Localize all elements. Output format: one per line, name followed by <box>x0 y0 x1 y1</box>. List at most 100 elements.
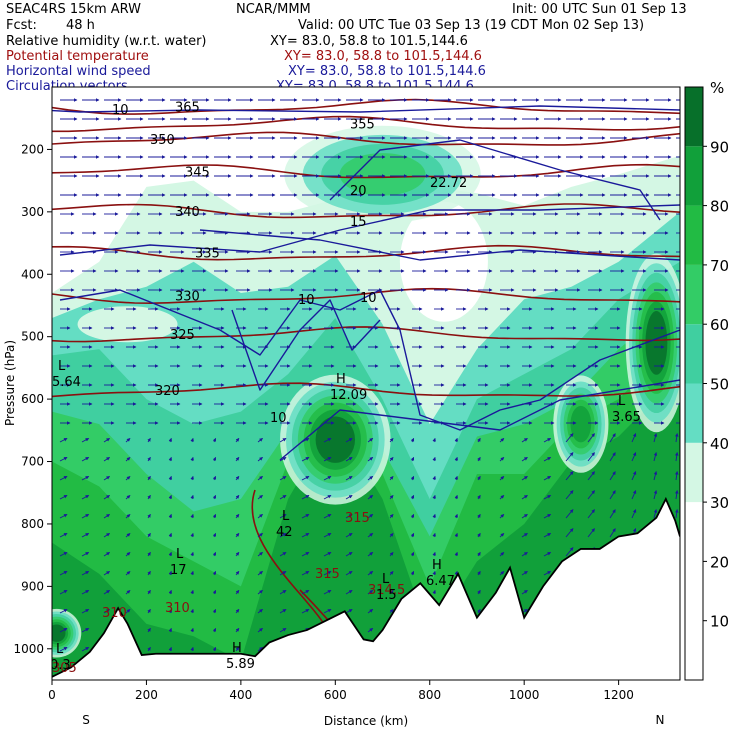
field-xy: XY= 83.0, 58.8 to 101.5,144.6 <box>284 49 482 64</box>
circulation-vector <box>59 475 68 481</box>
circulation-vector <box>168 494 172 500</box>
circulation-vector <box>81 628 90 633</box>
theta-contour <box>52 244 680 261</box>
circulation-vector <box>190 437 194 443</box>
theta-contour <box>52 382 680 398</box>
circulation-vector <box>345 590 353 595</box>
circulation-vector <box>521 514 528 519</box>
circulation-vector <box>301 552 310 557</box>
circulation-vector <box>59 646 68 652</box>
circulation-vector <box>410 532 415 538</box>
theta-contours <box>52 98 680 673</box>
circulation-vector <box>345 438 353 443</box>
circulation-vector <box>477 437 481 443</box>
colorbar-tick-label: 30 <box>710 494 729 512</box>
circulation-vector <box>212 532 217 538</box>
circulation-vector <box>609 452 616 462</box>
y-tick-label: 200 <box>21 142 44 156</box>
theta-low-label: 315 <box>345 511 370 526</box>
circulation-vector <box>477 532 481 538</box>
circulation-vector <box>543 495 552 500</box>
circulation-vector <box>477 494 481 500</box>
circulation-vector <box>147 646 151 652</box>
circulation-vector <box>345 533 353 538</box>
circulation-vector <box>279 590 287 595</box>
circulation-vector <box>521 476 528 481</box>
circulation-vector <box>59 608 68 614</box>
colorbar-swatch <box>685 442 703 503</box>
circulation-vector <box>323 609 332 614</box>
circulation-vector <box>389 494 394 500</box>
circulation-vector <box>323 495 332 500</box>
circulation-vector <box>543 571 552 576</box>
humidity-core <box>645 311 668 375</box>
humidity-core <box>315 416 356 463</box>
circulation-vector <box>587 452 595 462</box>
circulation-vector <box>345 514 353 519</box>
circulation-vector <box>432 570 436 576</box>
colorbar: 10 20 30 40 50 60 70 80 90 <box>684 86 729 681</box>
circulation-vector <box>59 589 68 595</box>
theta-low-label: 305 <box>52 661 77 676</box>
circulation-vector <box>235 627 240 633</box>
pressure-center-value: 5.89 <box>226 657 255 672</box>
circulation-vector <box>389 608 394 614</box>
circulation-vector <box>125 475 131 481</box>
valid-time: Valid: 00 UTC Tue 03 Sep 13 (19 CDT Mon … <box>298 18 644 33</box>
circulation-vector <box>81 495 90 500</box>
circulation-vector <box>565 471 574 481</box>
circulation-vector <box>432 456 436 462</box>
axes: 0 200 400 600 800 1000 1200 200 300 400 500 600 700 8… <box>13 142 633 702</box>
circulation-vector <box>499 437 505 443</box>
circulation-vector <box>477 570 481 576</box>
pressure-center-type: L <box>282 509 290 524</box>
circulation-vector <box>257 628 263 633</box>
circulation-vector <box>301 495 310 500</box>
circulation-vector <box>653 471 658 481</box>
circulation-vectors <box>59 98 680 652</box>
theta-contour <box>52 115 680 133</box>
circulation-vector <box>565 547 574 557</box>
circulation-vector <box>675 509 679 519</box>
circulation-vector <box>432 437 436 443</box>
circulation-vector <box>279 628 287 633</box>
circulation-vector <box>59 513 68 519</box>
circulation-vector <box>499 570 505 576</box>
circulation-vector <box>477 456 481 462</box>
circulation-vector <box>212 456 217 462</box>
circulation-vector <box>168 456 172 462</box>
circulation-vector <box>521 590 528 595</box>
circulation-vector <box>410 513 415 519</box>
y-tick-label: 300 <box>21 205 44 219</box>
colorbar-tick-label: 20 <box>710 553 729 571</box>
circulation-vector <box>345 476 353 481</box>
circulation-vector <box>609 471 616 481</box>
circulation-vector <box>103 476 111 481</box>
circulation-vector <box>147 494 151 500</box>
theta-label: 355 <box>350 117 375 132</box>
circulation-vector <box>212 551 217 557</box>
circulation-vector <box>103 438 111 443</box>
circulation-vector <box>367 628 374 633</box>
circulation-vector <box>454 532 458 538</box>
humidity-band <box>52 374 680 680</box>
circulation-vector <box>235 494 240 500</box>
circulation-vector <box>190 475 194 481</box>
field-name: Horizontal wind speed <box>6 64 151 79</box>
x-end-right: N <box>656 713 665 727</box>
circulation-vector <box>389 570 394 576</box>
pressure-center-type: L <box>176 547 184 562</box>
circulation-vector <box>543 552 552 557</box>
circulation-vector <box>103 533 111 538</box>
circulation-vector <box>168 532 172 538</box>
circulation-vector <box>389 532 394 538</box>
colorbar-swatch <box>685 146 703 206</box>
circulation-vector <box>257 571 263 576</box>
circulation-vector <box>367 457 374 462</box>
circulation-vector <box>587 528 595 538</box>
field-name: Potential temperature <box>6 49 149 64</box>
circulation-vector <box>125 513 131 519</box>
circulation-vector <box>609 490 616 500</box>
circulation-vector <box>212 627 217 633</box>
circulation-vector <box>235 589 240 595</box>
